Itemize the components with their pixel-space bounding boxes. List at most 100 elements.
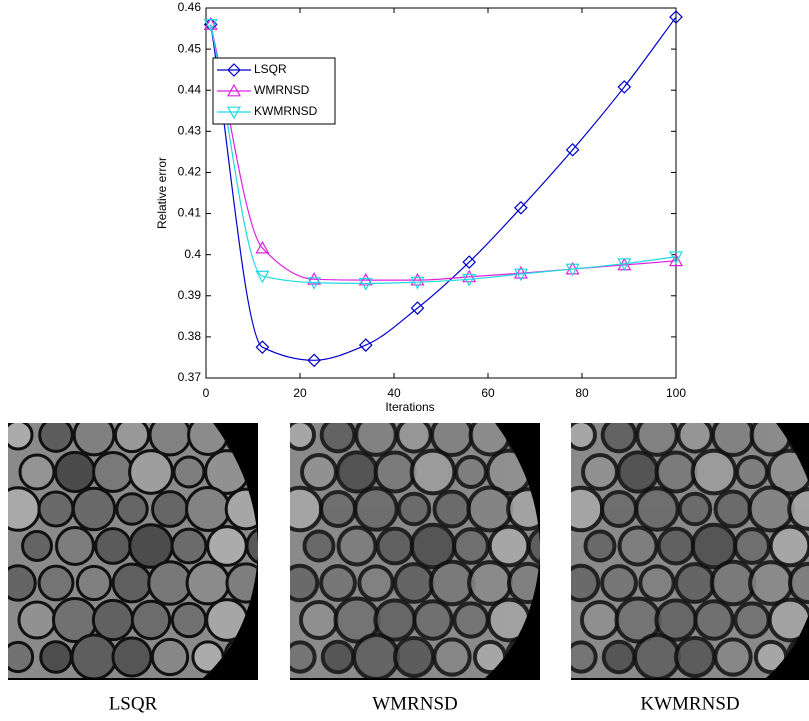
y-tick-label: 0.44 <box>178 82 202 96</box>
y-tick-label: 0.46 <box>178 0 202 14</box>
cell <box>147 560 193 606</box>
cell <box>693 599 735 641</box>
cell <box>616 450 660 494</box>
cell <box>571 640 598 674</box>
cell <box>319 490 357 528</box>
cell <box>638 564 676 602</box>
cell <box>75 564 113 602</box>
cell <box>39 640 73 674</box>
x-tick-label: 60 <box>481 386 495 400</box>
x-tick-label: 100 <box>666 386 686 400</box>
x-tick-label: 0 <box>203 386 210 400</box>
cell <box>375 526 415 566</box>
cell <box>170 601 208 639</box>
legend-label: WMRNSD <box>254 83 310 97</box>
cell <box>111 562 153 604</box>
cell <box>392 635 436 678</box>
marker <box>203 19 218 32</box>
cell <box>111 636 153 678</box>
reconstruction-image <box>290 423 540 680</box>
marker <box>307 272 322 285</box>
y-tick-label: 0.41 <box>178 206 202 220</box>
cell <box>676 423 714 454</box>
cell <box>290 640 317 674</box>
cell <box>290 423 317 452</box>
cell <box>747 485 795 533</box>
cell <box>617 525 659 567</box>
cell <box>335 450 379 494</box>
cell <box>787 561 809 605</box>
panel-caption: KWMRNSD <box>640 693 739 714</box>
cell <box>673 635 717 678</box>
cell <box>654 450 698 494</box>
cell <box>713 489 753 529</box>
marker <box>410 276 425 290</box>
marker <box>255 340 270 355</box>
cell <box>8 423 34 451</box>
cell <box>206 525 248 567</box>
legend-marker <box>226 83 242 97</box>
cell <box>298 599 340 641</box>
cell <box>633 633 681 678</box>
marker <box>565 263 580 277</box>
cell <box>148 423 192 457</box>
cell <box>601 639 637 675</box>
marker <box>462 273 477 287</box>
image-content <box>571 423 809 678</box>
cell <box>635 423 679 457</box>
cell <box>300 453 338 491</box>
marker <box>307 353 321 368</box>
reconstruction-image <box>8 423 258 680</box>
cell <box>72 423 116 457</box>
marker <box>513 268 528 282</box>
cell <box>354 423 398 457</box>
cell <box>170 527 208 565</box>
cell <box>290 485 324 533</box>
legend-label: LSQR <box>254 62 287 76</box>
cell <box>150 637 190 677</box>
cell <box>506 487 540 531</box>
cell <box>353 486 399 532</box>
cell <box>94 527 132 565</box>
cell <box>17 600 57 640</box>
cell <box>432 489 472 529</box>
cell <box>185 560 231 606</box>
cell <box>38 423 74 453</box>
image-content <box>290 423 540 678</box>
cell <box>55 526 95 566</box>
cell <box>91 598 135 642</box>
marker <box>410 301 425 315</box>
y-tick-label: 0.43 <box>178 124 202 138</box>
cell <box>70 633 118 678</box>
cell <box>71 486 117 532</box>
marker <box>617 258 632 271</box>
cell <box>466 485 514 533</box>
legend-marker <box>226 106 242 120</box>
marker <box>462 255 477 269</box>
panel-caption: LSQR <box>109 693 158 714</box>
cell <box>357 564 395 602</box>
y-tick-label: 0.39 <box>178 288 202 302</box>
cell <box>224 487 258 531</box>
cell <box>352 633 400 678</box>
cell <box>8 564 37 602</box>
cell <box>113 423 151 454</box>
cell <box>452 601 490 639</box>
cell <box>37 490 75 528</box>
cell <box>409 448 457 496</box>
cell <box>526 525 540 567</box>
cell <box>172 455 206 489</box>
y-tick-label: 0.42 <box>178 165 202 179</box>
cell <box>290 563 320 603</box>
y-tick-label: 0.4 <box>184 247 201 261</box>
marker <box>255 270 270 284</box>
cell <box>225 562 258 604</box>
cell <box>713 637 753 677</box>
cell <box>302 529 336 563</box>
marker <box>255 240 270 254</box>
panel-caption: WMRNSD <box>372 693 458 714</box>
cell <box>767 597 809 643</box>
cell <box>8 486 41 532</box>
cell <box>396 491 432 527</box>
cell <box>583 529 617 563</box>
